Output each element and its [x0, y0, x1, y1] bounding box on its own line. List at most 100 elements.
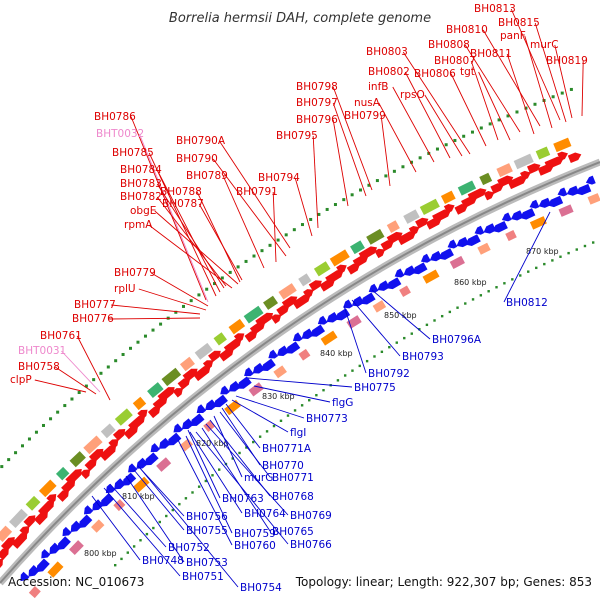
outer-track-dot — [268, 243, 272, 247]
forward-label-leader — [402, 51, 471, 155]
forward-gene-arrow — [84, 459, 97, 471]
kbp-tick-label: 840 kbp — [320, 349, 353, 358]
forward-gene-arrow — [208, 350, 221, 362]
forward-gene-block — [298, 273, 312, 287]
inner-track-dot — [139, 539, 142, 542]
reverse-gene-label: flgG — [332, 397, 353, 409]
inner-track-dot — [535, 266, 538, 270]
inner-track-dot — [395, 341, 398, 344]
reverse-gene-arrow — [252, 362, 265, 374]
forward-gene-label: BH0798 — [296, 81, 338, 93]
outer-track-dot — [181, 304, 185, 308]
forward-gene-arrow — [19, 525, 30, 536]
inner-track-dot — [132, 545, 136, 548]
forward-gene-arrow — [108, 439, 119, 449]
forward-label-leader — [34, 379, 87, 393]
forward-gene-label: BH0761 — [40, 330, 82, 342]
reverse-gene-arrow — [173, 423, 183, 433]
forward-gene-label: BH0796 — [296, 114, 338, 126]
reverse-gene-arrow — [213, 394, 228, 408]
forward-gene-arrow — [308, 280, 322, 292]
forward-label-leader — [392, 86, 435, 163]
forward-gene-label: BH0795 — [276, 130, 318, 142]
inner-track-dot — [184, 497, 188, 500]
reverse-gene-block — [505, 229, 517, 242]
forward-gene-block — [9, 508, 28, 529]
forward-gene-label: panF — [500, 30, 526, 42]
reverse-gene-arrow — [62, 526, 72, 537]
forward-gene-block — [419, 198, 440, 216]
reverse-gene-arrow — [20, 571, 30, 582]
outer-track-dot — [27, 437, 31, 441]
reverse-label-leader — [503, 211, 551, 303]
forward-gene-block — [366, 228, 385, 245]
forward-gene-block — [457, 180, 477, 196]
forward-label-leader — [109, 317, 201, 320]
forward-label-leader — [554, 44, 573, 119]
reverse-gene-block — [156, 457, 172, 472]
forward-label-leader — [450, 73, 487, 147]
forward-gene-arrow — [415, 217, 429, 229]
outer-track-dot — [401, 165, 405, 169]
outer-track-dot — [77, 391, 81, 395]
outer-track-dot — [497, 118, 501, 122]
reverse-gene-label: BH0771 — [272, 472, 314, 484]
reverse-label-lines — [91, 211, 551, 588]
forward-gene-arrow — [443, 204, 455, 214]
outer-track-dot — [392, 169, 396, 173]
reverse-gene-arrow — [190, 413, 205, 426]
inner-track-dot — [373, 355, 376, 358]
reverse-label-leader — [187, 429, 221, 499]
forward-label-leader — [581, 60, 584, 117]
forward-label-leader — [424, 94, 463, 157]
inner-track-dot — [479, 294, 483, 297]
reverse-gene-arrow — [474, 225, 485, 235]
reverse-label-leader — [235, 395, 305, 419]
inner-track-dot — [543, 262, 546, 266]
reverse-gene-block — [273, 365, 287, 379]
inner-track-dot — [418, 328, 421, 331]
forward-gene-arrow — [23, 515, 36, 528]
outer-track-dot — [174, 310, 178, 314]
outer-track-dot — [129, 346, 133, 350]
forward-gene-block — [213, 332, 227, 346]
forward-gene-block — [132, 396, 147, 411]
reverse-gene-arrow — [70, 520, 82, 533]
reverse-gene-arrow — [575, 183, 592, 196]
forward-gene-arrow — [270, 314, 282, 324]
forward-gene-arrow — [374, 248, 386, 259]
forward-gene-label: BH0758 — [18, 361, 60, 373]
inner-track-dot — [272, 424, 276, 428]
forward-label-leader — [506, 53, 535, 135]
forward-label-leader — [156, 183, 225, 289]
forward-gene-label: BH0813 — [474, 3, 516, 15]
forward-label-leader — [332, 86, 373, 191]
reverse-gene-arrow — [228, 380, 241, 392]
forward-gene-arrow — [112, 429, 126, 441]
forward-gene-arrow — [557, 151, 568, 161]
inner-track-dot — [343, 374, 347, 377]
inner-track-dot — [258, 435, 262, 438]
forward-gene-block — [179, 356, 195, 372]
inner-track-dot — [279, 419, 283, 422]
inner-track-dot — [315, 393, 318, 397]
reverse-gene-block — [179, 438, 194, 452]
forward-label-leader — [378, 102, 417, 173]
reverse-gene-block — [320, 330, 338, 346]
outer-track-dot — [333, 203, 337, 207]
forward-gene-block — [161, 367, 182, 387]
forward-gene-arrow — [0, 558, 3, 569]
reverse-gene-block — [587, 193, 600, 205]
inner-track-dot — [218, 468, 221, 471]
inner-track-dot — [433, 319, 436, 322]
outer-track-dot — [92, 378, 96, 382]
forward-gene-arrow — [11, 532, 28, 549]
inner-track-dot — [471, 298, 475, 301]
forward-gene-arrow — [128, 415, 146, 432]
inner-track-dot — [120, 557, 123, 561]
outer-track-dot — [384, 174, 388, 178]
inner-track-dot — [559, 255, 562, 258]
forward-gene-label: BH0785 — [112, 147, 154, 159]
reverse-gene-arrow — [317, 315, 328, 325]
